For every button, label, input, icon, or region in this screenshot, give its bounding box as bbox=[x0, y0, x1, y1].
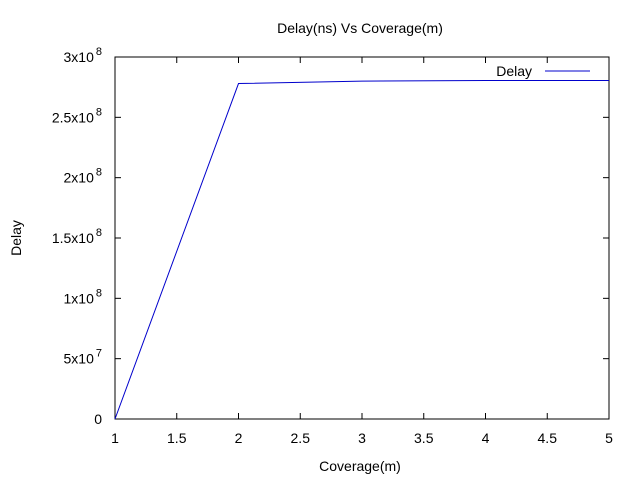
x-axis: 1 1.5 2 2.5 3 3.5 4 4.5 5 bbox=[111, 57, 613, 446]
y-tick-exponent: 8 bbox=[96, 46, 102, 58]
x-tick-label: 1.5 bbox=[167, 430, 187, 446]
y-tick-mantissa: 5x10 bbox=[64, 351, 95, 367]
series-layer bbox=[114, 80, 609, 420]
y-tick-exponent: 8 bbox=[96, 167, 102, 179]
y-tick-exponent: 8 bbox=[96, 227, 102, 239]
y-tick-mantissa: 0 bbox=[94, 411, 102, 427]
y-tick-label: 3x10 8 bbox=[64, 46, 102, 65]
x-tick-label: 2 bbox=[235, 430, 243, 446]
y-tick-mantissa: 1.5x10 bbox=[52, 230, 94, 246]
y-tick-label: 2.5x10 8 bbox=[52, 106, 102, 125]
y-tick-label: 2x10 8 bbox=[64, 167, 102, 186]
x-axis-label: Coverage(m) bbox=[319, 458, 401, 474]
x-tick-label: 2.5 bbox=[291, 430, 311, 446]
x-tick-label: 3.5 bbox=[414, 430, 434, 446]
plot-frame bbox=[114, 56, 610, 420]
x-tick-label: 3 bbox=[358, 430, 366, 446]
y-tick-label: 1x10 8 bbox=[64, 287, 102, 306]
series-line-delay bbox=[114, 80, 609, 420]
x-tick-label: 4.5 bbox=[538, 430, 558, 446]
y-tick-mantissa: 1x10 bbox=[64, 290, 95, 306]
legend-label: Delay bbox=[496, 63, 532, 79]
legend: Delay bbox=[496, 63, 590, 79]
y-tick-label: 5x10 7 bbox=[64, 348, 102, 367]
y-tick-exponent: 8 bbox=[96, 106, 102, 118]
y-axis-label: Delay bbox=[8, 220, 24, 256]
x-tick-label: 1 bbox=[111, 430, 119, 446]
y-tick-label: 1.5x10 8 bbox=[52, 227, 102, 246]
y-tick-label: 0 bbox=[94, 411, 102, 427]
y-tick-mantissa: 2.5x10 bbox=[52, 109, 94, 125]
y-tick-exponent: 7 bbox=[96, 348, 102, 360]
chart-title: Delay(ns) Vs Coverage(m) bbox=[277, 20, 443, 36]
x-tick-label: 4 bbox=[482, 430, 490, 446]
x-tick-label: 5 bbox=[605, 430, 613, 446]
y-tick-mantissa: 2x10 bbox=[64, 170, 95, 186]
y-tick-mantissa: 3x10 bbox=[64, 49, 95, 65]
y-tick-exponent: 8 bbox=[96, 287, 102, 299]
